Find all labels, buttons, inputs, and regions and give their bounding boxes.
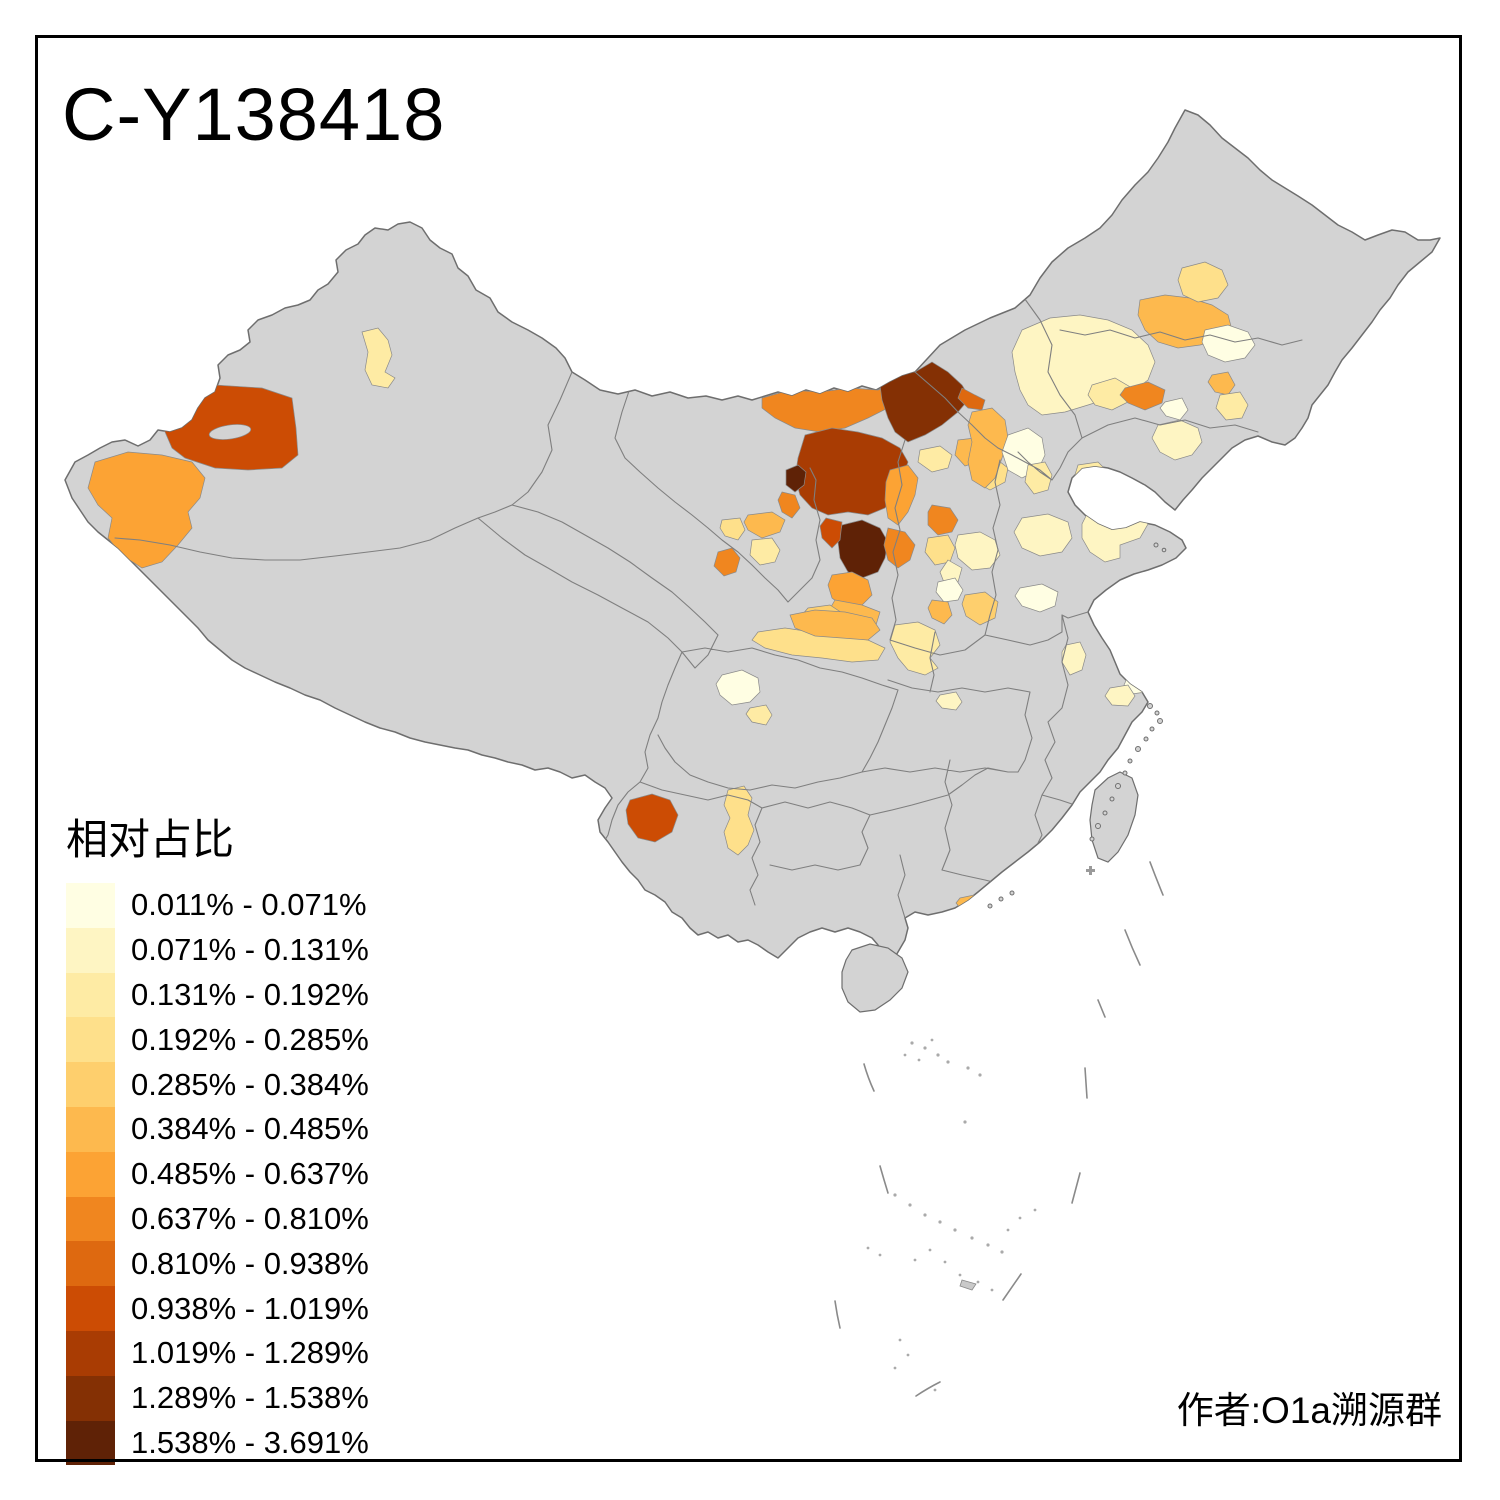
map-region bbox=[625, 793, 679, 843]
map-region bbox=[1119, 381, 1166, 411]
legend-swatch bbox=[66, 1241, 115, 1287]
legend-swatch bbox=[66, 1017, 115, 1063]
map-region bbox=[789, 609, 881, 641]
map-region bbox=[1201, 324, 1256, 363]
legend-label: 0.938% - 1.019% bbox=[131, 1290, 369, 1326]
map-region bbox=[87, 451, 206, 569]
legend-swatch bbox=[66, 972, 115, 1018]
legend-row: 0.485% - 0.637% bbox=[66, 1151, 369, 1197]
map-region bbox=[935, 691, 963, 711]
legend-label: 0.810% - 0.938% bbox=[131, 1245, 369, 1281]
map-region bbox=[743, 511, 786, 539]
map-region bbox=[1215, 391, 1249, 421]
legend-label: 0.285% - 0.384% bbox=[131, 1066, 369, 1102]
legend-row: 0.637% - 0.810% bbox=[66, 1196, 369, 1242]
map-region bbox=[1177, 261, 1229, 303]
legend-swatch bbox=[66, 1196, 115, 1242]
map-region bbox=[719, 517, 746, 541]
legend-title: 相对占比 bbox=[66, 816, 235, 863]
legend-row: 0.810% - 0.938% bbox=[66, 1241, 369, 1287]
legend-label: 0.131% - 0.192% bbox=[131, 976, 369, 1012]
map-region bbox=[361, 327, 396, 389]
legend-swatch bbox=[66, 1062, 115, 1107]
legend-row: 0.011% - 0.071% bbox=[66, 883, 369, 928]
legend-swatch bbox=[66, 1375, 115, 1421]
province-borders bbox=[114, 294, 1303, 919]
hainan-island bbox=[841, 943, 909, 1013]
legend-label: 0.192% - 0.285% bbox=[131, 1021, 369, 1057]
map-region bbox=[785, 464, 807, 493]
prefecture-regions bbox=[87, 261, 1256, 913]
legend-label: 0.384% - 0.485% bbox=[131, 1111, 369, 1147]
legend-swatch bbox=[66, 883, 115, 928]
penghu-islets bbox=[1086, 866, 1095, 875]
legend-label: 0.637% - 0.810% bbox=[131, 1200, 369, 1236]
map-region bbox=[837, 519, 889, 579]
legend-label: 0.071% - 0.131% bbox=[131, 932, 369, 968]
legend-swatch bbox=[66, 1151, 115, 1197]
map-region bbox=[954, 531, 1001, 571]
legend: 相对占比 0.011% - 0.071% 0.071% - 0.131% 0.131… bbox=[66, 806, 369, 1466]
map-region bbox=[1013, 513, 1073, 557]
map-region bbox=[1014, 583, 1059, 613]
taiwan-island bbox=[1089, 771, 1139, 863]
map-region bbox=[745, 704, 773, 726]
map-region bbox=[1061, 641, 1087, 676]
legend-swatch bbox=[66, 1106, 115, 1152]
map-region bbox=[723, 785, 755, 856]
legend-row: 1.289% - 1.538% bbox=[66, 1375, 369, 1421]
legend-label: 0.011% - 0.071% bbox=[131, 887, 367, 923]
map-region bbox=[935, 577, 964, 603]
map-region bbox=[927, 599, 953, 625]
map-region bbox=[777, 491, 801, 519]
legend-rows: 0.011% - 0.071% 0.071% - 0.131% 0.131% - 0… bbox=[66, 883, 369, 1466]
legend-swatch bbox=[66, 1286, 115, 1331]
map-region bbox=[1024, 461, 1053, 495]
legend-label: 0.485% - 0.637% bbox=[131, 1156, 369, 1192]
legend-row: 0.384% - 0.485% bbox=[66, 1106, 369, 1152]
attribution: 作者:O1a溯源群 bbox=[1176, 1390, 1442, 1431]
map-region bbox=[749, 537, 781, 566]
coastal-islands bbox=[987, 542, 1167, 909]
map-region bbox=[715, 669, 761, 706]
bosten-lake bbox=[208, 424, 252, 440]
map-region bbox=[884, 464, 919, 526]
page-title: C-Y138418 bbox=[62, 73, 446, 156]
legend-label: 1.019% - 1.289% bbox=[131, 1335, 369, 1371]
legend-row: 0.192% - 0.285% bbox=[66, 1017, 369, 1063]
legend-swatch bbox=[66, 1420, 115, 1466]
map-region bbox=[927, 504, 959, 536]
legend-swatch bbox=[66, 927, 115, 973]
map-region bbox=[1087, 377, 1133, 411]
legend-swatch bbox=[66, 1330, 115, 1376]
map-region bbox=[917, 445, 953, 473]
legend-row: 0.131% - 0.192% bbox=[66, 972, 369, 1018]
map-region bbox=[879, 361, 971, 443]
map-region bbox=[819, 517, 843, 549]
legend-row: 0.938% - 1.019% bbox=[66, 1286, 369, 1331]
legend-label: 1.538% - 3.691% bbox=[131, 1424, 369, 1460]
legend-row: 1.538% - 3.691% bbox=[66, 1420, 369, 1466]
map-region bbox=[883, 527, 916, 569]
map-region bbox=[1151, 419, 1203, 461]
map-region bbox=[1104, 684, 1136, 707]
legend-row: 1.019% - 1.289% bbox=[66, 1330, 369, 1376]
legend-row: 0.285% - 0.384% bbox=[66, 1062, 369, 1107]
nine-dash-line bbox=[834, 861, 1164, 1397]
south-china-sea-islands bbox=[866, 1038, 1037, 1392]
legend-row: 0.071% - 0.131% bbox=[66, 927, 369, 973]
legend-label: 1.289% - 1.538% bbox=[131, 1380, 369, 1416]
map-region bbox=[1159, 397, 1189, 421]
